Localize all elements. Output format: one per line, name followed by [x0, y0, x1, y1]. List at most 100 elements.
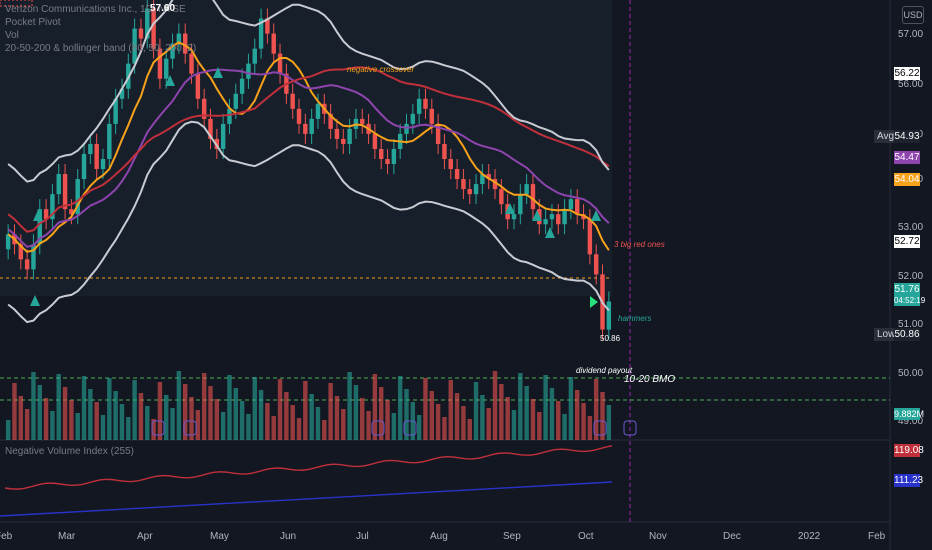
candle [88, 143, 93, 154]
volume-bar [5, 420, 11, 440]
candle [404, 123, 409, 134]
time-tick: Dec [723, 531, 741, 542]
volume-bar [366, 411, 371, 440]
price-label-sma50: 54.47 [894, 151, 920, 164]
candle [164, 58, 169, 79]
candle [467, 189, 472, 195]
candle [43, 209, 49, 220]
volume-bar [37, 385, 42, 440]
countdown-label: 04:52:19 [894, 295, 926, 306]
nvi-signal-label: 111.23 [894, 474, 924, 487]
volume-bar [429, 391, 435, 440]
volume-bar [435, 404, 441, 440]
volume-bar [24, 409, 30, 440]
volume-bar [518, 373, 523, 440]
candle [562, 209, 567, 225]
price-label-low: 50.86 [894, 328, 920, 341]
candle [290, 93, 295, 109]
volume-bar [581, 403, 586, 440]
volume-bar [322, 420, 327, 440]
candle [220, 123, 226, 149]
nvi-label: 119.08 [894, 444, 924, 457]
price-tick: 52.00 [898, 271, 924, 282]
candle [410, 113, 416, 124]
volume-bar [315, 407, 321, 440]
volume-bar [524, 386, 529, 440]
volume-bar [328, 383, 333, 440]
legend-nvi: Negative Volume Index (255) [5, 446, 134, 457]
volume-bar [568, 377, 574, 440]
candle [442, 143, 447, 159]
candle [138, 28, 144, 39]
volume-bar [397, 376, 403, 440]
volume-bar [391, 413, 397, 440]
legend-vol: Vol [5, 30, 19, 41]
sma50-line [7, 68, 610, 248]
candle [575, 199, 580, 215]
volume-bar [100, 415, 106, 440]
pocket-pivot-marker [213, 67, 223, 78]
volume-bar [334, 396, 340, 440]
currency-button[interactable]: USD [902, 6, 924, 24]
volume-bar [119, 404, 125, 440]
pocket-pivot-marker [30, 295, 40, 306]
candle [151, 8, 156, 49]
candle [341, 138, 346, 144]
annotation-big-red: 3 big red ones [614, 240, 665, 249]
volume-bar [537, 412, 542, 440]
candle [170, 43, 175, 59]
volume-bar [587, 416, 593, 440]
volume-bar [50, 411, 55, 440]
candle [556, 214, 561, 225]
candle [233, 93, 238, 109]
candle [429, 108, 435, 124]
event-badge-icon [183, 420, 197, 436]
price-tick: 50.00 [898, 368, 924, 379]
time-tick: Jun [280, 531, 297, 542]
candle [208, 118, 213, 139]
volume-bar [284, 392, 289, 440]
candle [480, 174, 485, 185]
volume-bar [56, 374, 61, 440]
candle [119, 88, 125, 99]
candle [543, 219, 548, 225]
candle [94, 143, 99, 170]
candle [568, 199, 574, 210]
volume-bar [88, 389, 93, 440]
candle [265, 18, 270, 34]
time-tick: Feb [868, 531, 886, 542]
time-tick: Jul [356, 531, 369, 542]
pocket-pivot-marker [33, 210, 43, 221]
sma200-line [7, 66, 610, 233]
candle [277, 53, 283, 74]
volume-bar [309, 394, 314, 440]
pocket-pivot-marker [165, 75, 175, 86]
volume-bar [94, 402, 99, 440]
volume-bar [296, 418, 302, 440]
pocket-pivot-marker [591, 210, 601, 221]
candle [372, 133, 378, 149]
volume-bar [353, 385, 359, 440]
volume-bar [303, 381, 308, 440]
volume-bar [157, 382, 163, 440]
volume-bar [220, 412, 226, 440]
candle [157, 48, 163, 79]
event-badge-icon [593, 420, 607, 436]
volume-bar [360, 398, 365, 440]
bollinger-lower [7, 120, 610, 324]
candle [69, 209, 74, 215]
volume-bar [252, 377, 257, 440]
volume-bar [265, 403, 270, 440]
candle [303, 123, 308, 134]
candle [385, 159, 390, 165]
candle [499, 189, 504, 205]
volume-bar [75, 413, 80, 440]
volume-bar [239, 401, 245, 440]
candle [132, 28, 137, 64]
volume-bar [81, 376, 87, 440]
candle [107, 123, 112, 159]
volume-bar [499, 384, 504, 440]
volume-bar [442, 417, 447, 440]
volume-bar [176, 371, 182, 440]
